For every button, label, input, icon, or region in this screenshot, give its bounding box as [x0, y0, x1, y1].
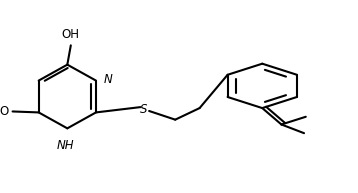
- Text: O: O: [0, 105, 9, 118]
- Text: OH: OH: [62, 28, 80, 41]
- Text: N: N: [103, 73, 112, 86]
- Text: S: S: [140, 102, 147, 116]
- Text: NH: NH: [57, 139, 74, 152]
